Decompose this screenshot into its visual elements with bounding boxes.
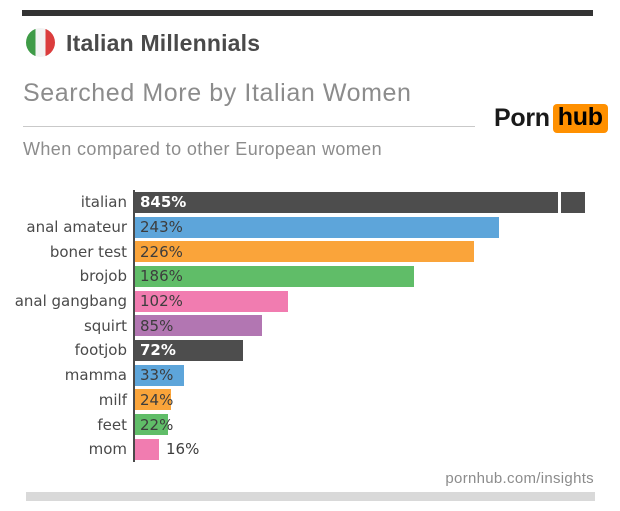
pornhub-logo-hub: hub xyxy=(552,104,608,133)
bar-row: anal amateur 243% xyxy=(0,214,620,240)
bar: 72% xyxy=(135,339,243,361)
category-label: squirt xyxy=(83,316,127,335)
category-label: italian xyxy=(80,193,127,212)
bar-row: feet 22% xyxy=(0,412,620,437)
bottom-accent-strip xyxy=(26,492,595,501)
bar-track: 85% xyxy=(133,313,620,339)
pornhub-logo: Porn hub xyxy=(494,104,608,133)
bar-track: 72% xyxy=(133,338,620,363)
bar-track: 24% xyxy=(133,387,620,413)
bar-row: squirt 85% xyxy=(0,313,620,339)
category-label: mom xyxy=(88,440,127,459)
italy-flag-icon xyxy=(26,28,55,57)
value-label: 226% xyxy=(140,242,183,261)
bar-row: mom 16% xyxy=(0,436,620,462)
bar-row: mamma 33% xyxy=(0,362,620,388)
category-label: feet xyxy=(97,415,127,434)
bar-row: boner test 226% xyxy=(0,239,620,265)
bar-chart: italian 845% anal amateur 243% boner test 226… xyxy=(0,190,620,462)
bar-track: 33% xyxy=(133,362,620,388)
bar: 186% xyxy=(135,265,414,287)
page-title: Italian Millennials xyxy=(66,30,261,56)
value-label: 186% xyxy=(140,267,183,286)
pornhub-logo-porn: Porn xyxy=(494,104,550,132)
bar-row: anal gangbang 102% xyxy=(0,288,620,314)
bar: 24% xyxy=(135,389,174,411)
bar-track: 845% xyxy=(133,190,620,215)
bar: 22% xyxy=(135,414,173,436)
bar-track: 186% xyxy=(133,264,620,289)
chart-title: Searched More by Italian Women xyxy=(23,79,412,107)
category-label: mamma xyxy=(64,366,127,385)
value-label: 845% xyxy=(140,193,187,212)
bar-track: 243% xyxy=(133,214,620,240)
category-label: anal gangbang xyxy=(14,292,127,311)
top-accent-strip xyxy=(22,10,593,16)
insights-url: pornhub.com/insights xyxy=(445,470,594,487)
bar-row: italian 845% xyxy=(0,190,620,215)
value-label: 16% xyxy=(166,440,200,459)
bar-row: footjob 72% xyxy=(0,338,620,363)
category-label: anal amateur xyxy=(26,218,127,237)
bar xyxy=(135,438,159,460)
category-label: milf xyxy=(98,390,127,409)
value-label: 22% xyxy=(140,415,174,434)
bar-track: 22% xyxy=(133,412,620,437)
bar: 102% xyxy=(135,290,288,312)
value-label: 102% xyxy=(140,292,183,311)
bar: 243% xyxy=(135,216,499,238)
bar-row: milf 24% xyxy=(0,387,620,413)
bar-track: 16% xyxy=(133,436,620,462)
bar-track: 102% xyxy=(133,288,620,314)
category-label: brojob xyxy=(79,267,127,286)
header-divider xyxy=(23,126,475,127)
category-label: boner test xyxy=(49,242,127,261)
value-label: 33% xyxy=(140,366,174,385)
value-label: 243% xyxy=(140,218,183,237)
value-label: 85% xyxy=(140,316,174,335)
bar-track: 226% xyxy=(133,239,620,265)
value-label: 24% xyxy=(140,390,174,409)
bar-truncation-cap xyxy=(561,191,585,213)
value-label: 72% xyxy=(140,341,176,360)
bar-row: brojob 186% xyxy=(0,264,620,289)
bar: 845% xyxy=(135,191,558,213)
bar: 226% xyxy=(135,241,474,263)
bar: 85% xyxy=(135,315,262,337)
category-label: footjob xyxy=(74,341,127,360)
chart-subtitle: When compared to other European women xyxy=(23,139,382,159)
bar: 33% xyxy=(135,364,184,386)
